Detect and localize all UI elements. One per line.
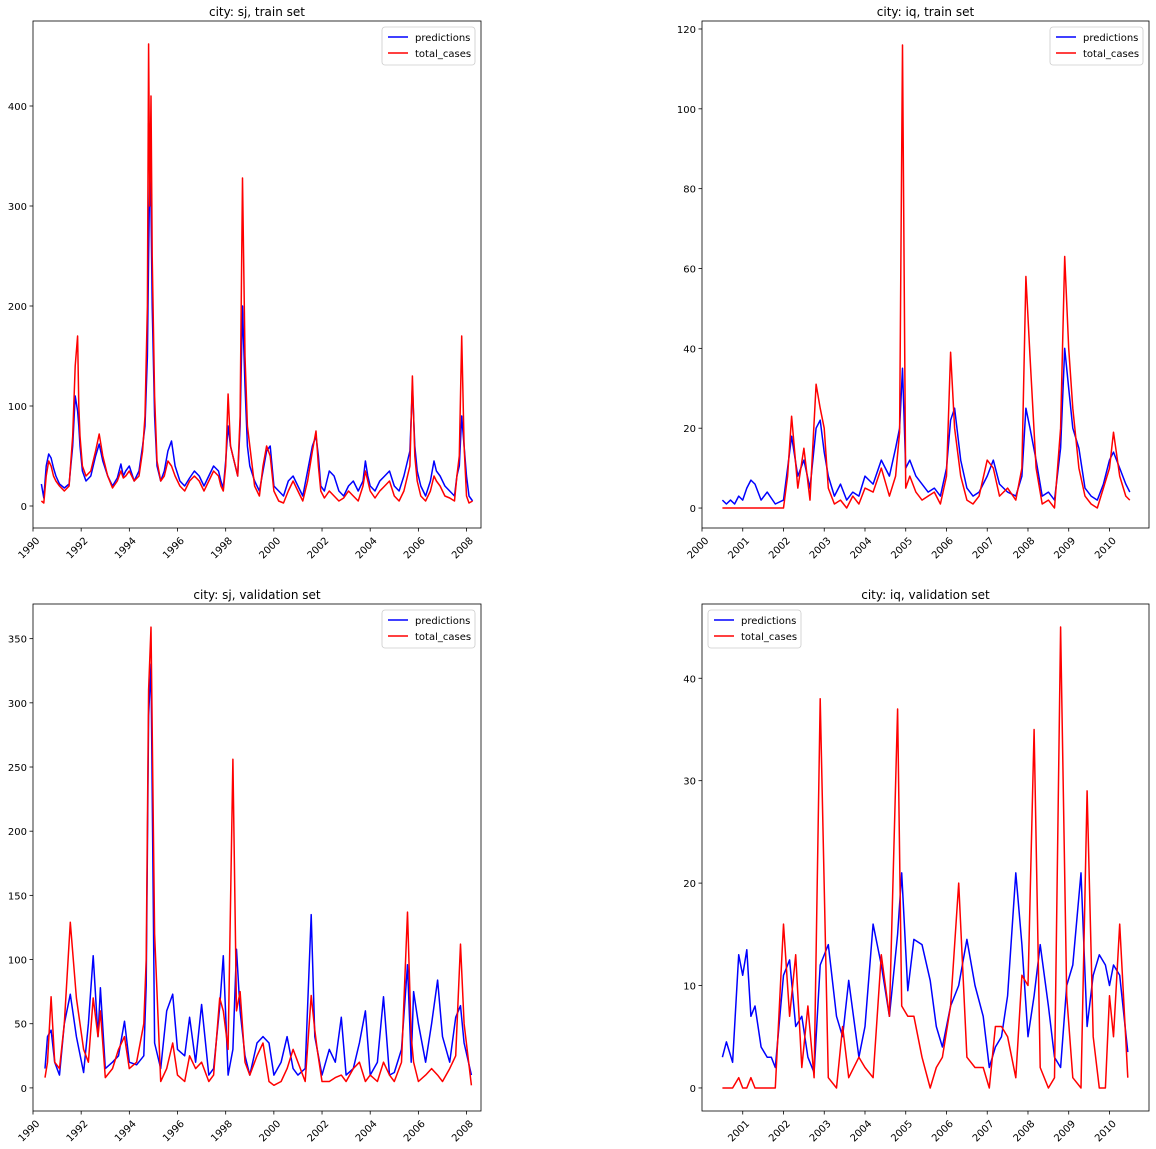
x-tick-label: 1990 bbox=[17, 1119, 43, 1145]
x-tick-label: 1990 bbox=[17, 536, 43, 562]
x-tick-label: 1994 bbox=[113, 536, 139, 562]
x-tick-label: 2006 bbox=[402, 1119, 428, 1145]
y-tick-label: 100 bbox=[8, 402, 27, 413]
chart-title: city: sj, train set bbox=[209, 5, 305, 19]
y-tick-label: 100 bbox=[8, 956, 27, 967]
x-tick-label: 2002 bbox=[306, 1119, 332, 1145]
x-tick-label: 2003 bbox=[808, 536, 834, 562]
x-tick-label: 2002 bbox=[767, 536, 793, 562]
x-tick-label: 2004 bbox=[354, 536, 380, 562]
x-tick-label: 2008 bbox=[450, 536, 476, 562]
y-tick-label: 300 bbox=[8, 202, 27, 213]
legend-label: predictions bbox=[415, 616, 470, 627]
chart-title: city: iq, train set bbox=[877, 5, 975, 19]
y-tick-label: 120 bbox=[677, 25, 696, 36]
chart-iq-validation: city: iq, validation set 0 10 20 30 40 2001 200… bbox=[683, 588, 1150, 1145]
x-tick-label: 2006 bbox=[930, 536, 956, 562]
chart-iq-train: city: iq, train set 0 20 40 60 80 100 120 2000 20… bbox=[677, 5, 1150, 562]
x-tick-label: 1996 bbox=[161, 1119, 187, 1145]
legend-label: predictions bbox=[1083, 33, 1138, 44]
y-tick-label: 100 bbox=[677, 105, 696, 116]
y-tick-label: 0 bbox=[690, 504, 696, 515]
chart-title: city: iq, validation set bbox=[861, 588, 990, 602]
x-tick-label: 2003 bbox=[808, 1119, 834, 1145]
y-tick-label: 10 bbox=[683, 982, 696, 993]
legend-label: predictions bbox=[741, 616, 796, 627]
legend-label: total_cases bbox=[415, 49, 471, 60]
legend-label: predictions bbox=[415, 33, 470, 44]
x-tick-label: 2004 bbox=[849, 536, 875, 562]
x-tick-label: 2006 bbox=[402, 536, 428, 562]
x-tick-label: 2008 bbox=[1012, 536, 1038, 562]
y-tick-label: 40 bbox=[683, 344, 696, 355]
legend-label: total_cases bbox=[741, 632, 797, 643]
series-line-total-cases bbox=[722, 44, 1131, 509]
x-tick-label: 1998 bbox=[209, 536, 235, 562]
x-tick-label: 1996 bbox=[161, 536, 187, 562]
x-tick-label: 2000 bbox=[257, 1119, 283, 1145]
x-tick-label: 2004 bbox=[849, 1119, 875, 1145]
y-tick-label: 50 bbox=[14, 1020, 27, 1031]
x-tick-label: 1994 bbox=[113, 1119, 139, 1145]
series-line-total-cases bbox=[40, 43, 473, 504]
series-line-predictions bbox=[44, 663, 473, 1076]
x-tick-label: 2000 bbox=[686, 536, 712, 562]
y-tick-label: 300 bbox=[8, 699, 27, 710]
series-line-total-cases bbox=[722, 626, 1129, 1089]
series-line-predictions bbox=[40, 170, 474, 502]
x-tick-label: 2010 bbox=[1093, 1119, 1119, 1145]
x-tick-label: 1992 bbox=[65, 1119, 91, 1145]
y-tick-label: 60 bbox=[683, 265, 696, 276]
x-tick-label: 2008 bbox=[450, 1119, 476, 1145]
x-tick-label: 2001 bbox=[726, 1119, 752, 1145]
x-tick-label: 2006 bbox=[930, 1119, 956, 1145]
y-tick-label: 0 bbox=[21, 1084, 27, 1095]
series-line-predictions bbox=[721, 872, 1129, 1074]
legend: predictions total_cases bbox=[707, 609, 802, 649]
legend-label: total_cases bbox=[415, 632, 471, 643]
plot-frame bbox=[32, 603, 482, 1112]
y-tick-label: 80 bbox=[683, 185, 696, 196]
legend: predictions total_cases bbox=[381, 609, 476, 649]
legend-label: total_cases bbox=[1083, 49, 1139, 60]
y-tick-label: 20 bbox=[683, 879, 696, 890]
y-tick-label: 0 bbox=[690, 1084, 696, 1095]
y-tick-label: 400 bbox=[8, 102, 27, 113]
plot-frame bbox=[32, 20, 482, 529]
y-tick-label: 150 bbox=[8, 891, 27, 902]
series-line-total-cases bbox=[44, 626, 473, 1087]
y-tick-label: 40 bbox=[683, 674, 696, 685]
x-tick-label: 2000 bbox=[257, 536, 283, 562]
x-tick-label: 2005 bbox=[889, 536, 915, 562]
x-tick-label: 2005 bbox=[889, 1119, 915, 1145]
x-tick-label: 2007 bbox=[971, 1119, 997, 1145]
x-tick-label: 2002 bbox=[767, 1119, 793, 1145]
x-tick-label: 2009 bbox=[1052, 1119, 1078, 1145]
x-tick-label: 2004 bbox=[354, 1119, 380, 1145]
plot-frame bbox=[701, 20, 1150, 529]
y-tick-label: 20 bbox=[683, 424, 696, 435]
x-tick-label: 2008 bbox=[1012, 1119, 1038, 1145]
legend: predictions total_cases bbox=[1049, 26, 1144, 66]
series-line-predictions bbox=[721, 347, 1131, 505]
y-tick-label: 200 bbox=[8, 302, 27, 313]
x-tick-label: 2010 bbox=[1093, 536, 1119, 562]
y-tick-label: 0 bbox=[21, 502, 27, 513]
legend: predictions total_cases bbox=[381, 26, 476, 66]
chart-title: city: sj, validation set bbox=[193, 588, 320, 602]
x-tick-label: 1992 bbox=[65, 536, 91, 562]
x-tick-label: 2002 bbox=[306, 536, 332, 562]
x-tick-label: 2009 bbox=[1052, 536, 1078, 562]
plot-frame bbox=[701, 603, 1150, 1112]
x-tick-label: 2001 bbox=[726, 536, 752, 562]
chart-sj-validation: city: sj, validation set 0 50 100 150 200 250 3… bbox=[8, 588, 482, 1145]
y-tick-label: 350 bbox=[8, 635, 27, 646]
x-tick-label: 1998 bbox=[209, 1119, 235, 1145]
chart-sj-train: city: sj, train set 0 100 200 300 400 1990 1992… bbox=[8, 5, 482, 562]
y-tick-label: 200 bbox=[8, 827, 27, 838]
x-tick-label: 2007 bbox=[971, 536, 997, 562]
y-tick-label: 250 bbox=[8, 763, 27, 774]
y-tick-label: 30 bbox=[683, 777, 696, 788]
